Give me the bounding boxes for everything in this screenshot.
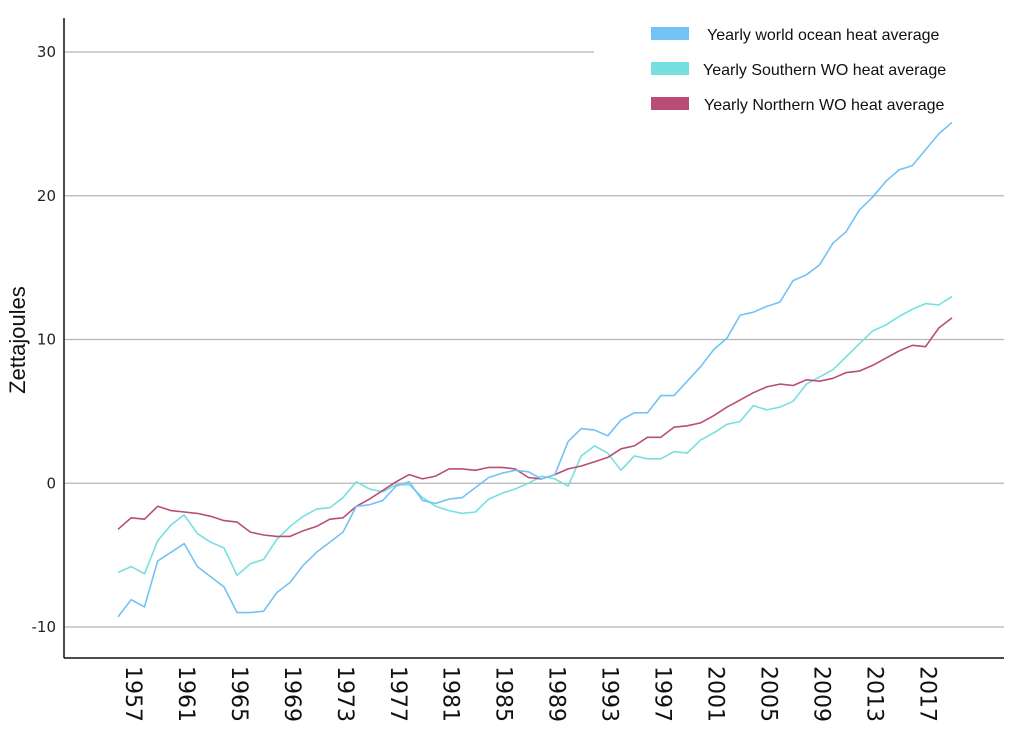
y-tick-label: 0	[46, 474, 56, 492]
legend-label: Yearly world ocean heat average	[707, 27, 940, 44]
y-tick-label: 20	[37, 187, 56, 205]
legend-swatch	[651, 27, 689, 40]
gridlines	[64, 51, 1004, 628]
legend: Yearly world ocean heat average Yearly So…	[651, 27, 946, 114]
x-tick-label: 1989	[544, 666, 569, 722]
x-tick-label: 1973	[332, 666, 357, 722]
series-line-1	[117, 295, 953, 577]
series-line-2	[117, 317, 953, 538]
legend-swatch	[651, 62, 689, 75]
series-line-0	[117, 121, 953, 618]
x-tick-label: 1977	[385, 666, 410, 722]
x-tick-label: 2005	[755, 666, 780, 722]
x-tick-label: 1993	[597, 666, 622, 722]
x-tick-label: 2009	[808, 666, 833, 722]
y-tick-label: 30	[37, 43, 56, 61]
legend-swatch	[651, 97, 689, 110]
y-tick-label: 10	[37, 331, 56, 349]
legend-label: Yearly Northern WO heat average	[704, 97, 945, 114]
x-tick-labels: 1957 1961 1965 1969 1973 1977 1981 1985 1989 1993…	[120, 666, 939, 722]
x-tick-label: 1997	[650, 666, 675, 722]
x-tick-label: 1961	[173, 666, 198, 722]
x-tick-label: 2017	[914, 666, 939, 722]
x-tick-label: 1957	[120, 666, 145, 722]
x-tick-label: 1969	[279, 666, 304, 722]
x-tick-label: 1981	[438, 666, 463, 722]
x-tick-label: 1985	[491, 666, 516, 722]
y-axis-label: Zettajoules	[5, 286, 30, 394]
x-tick-label: 2013	[861, 666, 886, 722]
y-tick-labels: -10 0 10 20 30	[32, 43, 57, 636]
series-lines	[117, 121, 953, 618]
x-tick-label: 2001	[702, 666, 727, 722]
y-tick-label: -10	[32, 618, 57, 636]
legend-label: Yearly Southern WO heat average	[703, 62, 946, 79]
axes	[63, 18, 1004, 659]
x-tick-label: 1965	[226, 666, 251, 722]
